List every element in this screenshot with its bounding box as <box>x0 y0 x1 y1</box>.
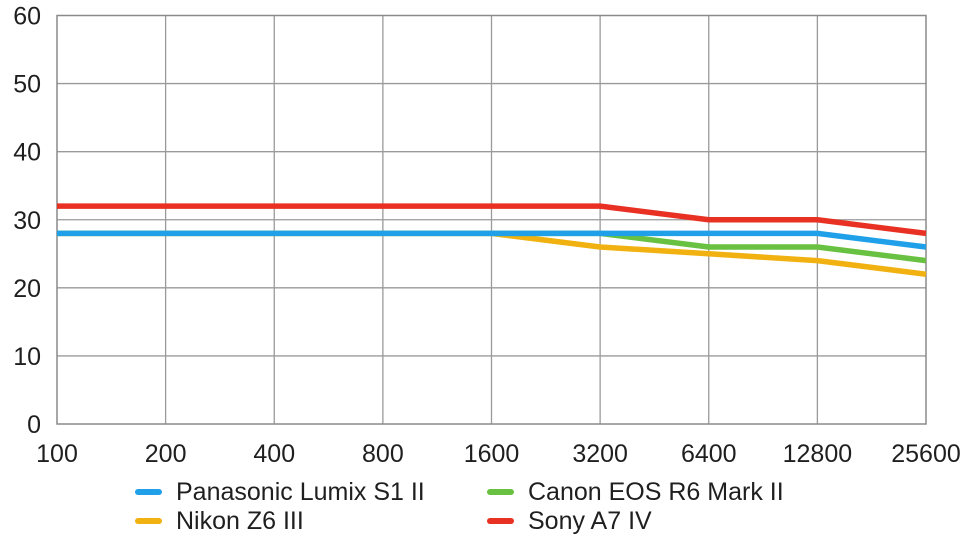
x-tick-label: 800 <box>362 440 404 468</box>
series-line-sony-a7-iv <box>57 203 927 237</box>
chart-legend: Panasonic Lumix S1 II Canon EOS R6 Mark … <box>135 479 784 534</box>
x-tick-label: 200 <box>145 440 187 468</box>
x-tick-label: 6400 <box>681 440 737 468</box>
legend-swatch-panasonic-icon <box>135 489 162 495</box>
legend-item-canon-eos-r6-mark-ii: Canon EOS R6 Mark II <box>487 479 784 505</box>
x-tick-label: 25600 <box>891 440 961 468</box>
legend-swatch-sony-icon <box>487 518 514 524</box>
y-tick-label: 20 <box>13 275 41 303</box>
x-tick-label: 1600 <box>464 440 520 468</box>
legend-item-panasonic-lumix-s1-ii: Panasonic Lumix S1 II <box>135 479 487 505</box>
y-tick-label: 50 <box>13 71 41 99</box>
legend-item-sony-a7-iv: Sony A7 IV <box>487 508 784 534</box>
legend-item-nikon-z6-iii: Nikon Z6 III <box>135 508 487 534</box>
y-tick-label: 0 <box>27 411 41 439</box>
x-tick-label: 400 <box>253 440 295 468</box>
y-tick-label: 40 <box>13 139 41 167</box>
y-tick-label: 30 <box>13 207 41 235</box>
y-tick-label: 10 <box>13 343 41 371</box>
line-chart-plot: 0 10 20 30 40 50 60 100 200 400 800 1600 3200 6400 128… <box>13 3 961 469</box>
legend-swatch-nikon-icon <box>135 518 162 524</box>
series-line-panasonic-lumix-s1-ii <box>57 230 927 250</box>
legend-label-sony: Sony A7 IV <box>528 507 652 535</box>
legend-label-canon: Canon EOS R6 Mark II <box>528 478 784 506</box>
x-tick-label: 100 <box>36 440 78 468</box>
x-tick-label: 12800 <box>783 440 853 468</box>
y-tick-label: 60 <box>13 3 41 31</box>
legend-label-panasonic: Panasonic Lumix S1 II <box>176 478 425 506</box>
plot-border <box>56 14 927 425</box>
legend-swatch-canon-icon <box>487 489 514 495</box>
legend-label-nikon: Nikon Z6 III <box>176 507 304 535</box>
x-tick-label: 3200 <box>572 440 628 468</box>
